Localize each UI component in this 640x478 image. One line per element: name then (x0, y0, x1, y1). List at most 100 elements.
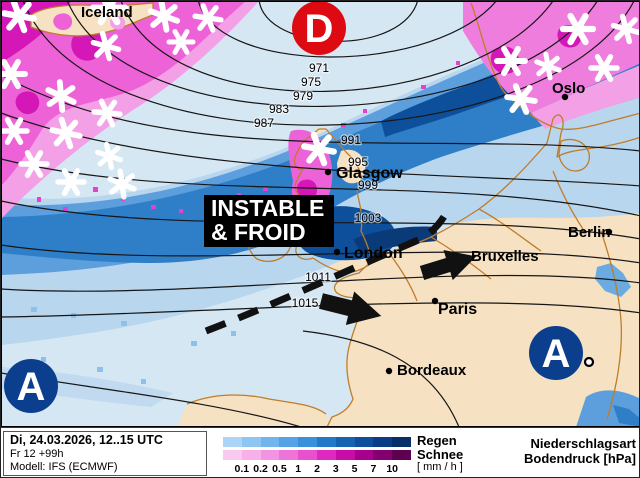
annotation-line2: & FROID (211, 219, 306, 245)
city-dot (324, 168, 332, 176)
snowflake-icon (1, 1, 37, 34)
colorbar-scale-values: 0.1 0.2 0.5 1 2 3 5 7 10 (223, 463, 411, 475)
snowflake-icon (89, 1, 129, 26)
rain-swatch (354, 437, 374, 447)
isobar-label: 979 (293, 89, 313, 103)
city-name: London (344, 245, 403, 262)
scale-value: 1 (295, 463, 302, 475)
city-name: Bordeaux (397, 362, 467, 379)
city-name: Paris (438, 301, 477, 318)
snowflake-icon (95, 141, 123, 171)
scale-value: 10 (386, 463, 399, 475)
isobar-label: 999 (358, 178, 378, 192)
snowflake-icon (90, 30, 122, 62)
city-label-bordeaux: Bordeaux (385, 362, 467, 379)
flow-arrow-icon (419, 249, 477, 281)
colorbar-labels: Regen Schnee [ mm / h ] (417, 434, 463, 474)
rain-swatch (279, 437, 299, 447)
snow-label: Schnee (417, 446, 464, 462)
isobar-label: 987 (254, 116, 274, 130)
rain-swatch (335, 437, 355, 447)
snow-swatch (373, 450, 393, 460)
scale-value: 2 (314, 463, 320, 475)
rain-swatch (298, 437, 317, 447)
city-labels: Glasgow London Bruxelles Paris Bordeaux Berli… (81, 4, 613, 379)
rain-colorbar (223, 437, 411, 447)
snowflake-icon (1, 117, 30, 145)
annotation-box: INSTABLE & FROID (204, 195, 334, 247)
pressure-centers: D A A (4, 1, 583, 413)
snowflake-icon (559, 12, 597, 46)
snowflake-icon (18, 150, 50, 178)
snow-swatch (223, 450, 242, 460)
flow-arrow-icon (319, 291, 382, 325)
snowflake-icon (166, 29, 196, 55)
snow-colorbar (223, 450, 411, 460)
dashed-front-line (204, 206, 453, 335)
scale-value: 5 (351, 463, 358, 475)
scale-value: 0.5 (272, 463, 287, 475)
rain-swatch (260, 437, 280, 447)
city-name: Glasgow (336, 165, 403, 182)
model-name: Modell: IFS (ECMWF) (10, 461, 118, 473)
isobar-label: 1015 (292, 296, 319, 310)
snowflake-icon (610, 13, 639, 45)
city-marker-open (583, 356, 595, 368)
snow-swatch (241, 450, 261, 460)
legend-title-line1: Niederschlagsart (530, 436, 637, 451)
rain-swatch (392, 437, 411, 447)
isobar-label: 1003 (355, 211, 382, 225)
isobar-label: 995 (348, 155, 368, 169)
snow-swatch (260, 450, 280, 460)
city-label-glasgow: Glasgow (324, 165, 403, 182)
isobar-label: 971 (309, 61, 329, 75)
city-label-bruxelles: Bruxelles (471, 248, 539, 265)
city-dot (333, 248, 341, 256)
front-and-arrows (204, 206, 477, 335)
city-label-berlin: Berlin (568, 224, 613, 241)
snowflake-icon (45, 79, 77, 113)
snow-swatch (316, 450, 336, 460)
city-label-paris: Paris (431, 297, 477, 318)
valid-datetime: Di, 24.03.2026, 12..15 UTC (10, 433, 163, 447)
snowflake-icon (588, 54, 620, 82)
rain-label: Regen (417, 433, 457, 448)
snowflake-icon (192, 3, 224, 33)
snowflake-icon (55, 168, 87, 196)
pressure-center-letter: D (305, 7, 334, 51)
snowflake-icon (301, 131, 337, 167)
snow-swatch (335, 450, 355, 460)
city-name: Oslo (552, 80, 585, 97)
scale-value: 7 (370, 463, 377, 475)
city-dot (561, 93, 569, 101)
city-dot (431, 297, 439, 305)
city-label-london: London (333, 245, 403, 262)
pressure-center-d: D (292, 1, 346, 55)
snow-swatch (279, 450, 299, 460)
pressure-center-a: A (529, 326, 583, 380)
isobar-label: 975 (301, 75, 321, 89)
precip-colorbars (223, 437, 411, 460)
snowflake-icon (49, 116, 83, 150)
city-label-oslo: Oslo (552, 80, 585, 101)
map-frame (1, 1, 639, 427)
scale-value: 0.1 (234, 463, 250, 475)
city-name: Bruxelles (471, 248, 539, 265)
scale-value: 0.2 (253, 463, 268, 475)
snow-swatch (354, 450, 374, 460)
rain-swatch (316, 437, 336, 447)
snowflake-icon (147, 1, 181, 33)
rain-swatch (241, 437, 261, 447)
snow-swatch (298, 450, 317, 460)
run-info-box: Di, 24.03.2026, 12..15 UTC Fr 12 +99h Mo… (3, 431, 207, 476)
isobar-label: 991 (341, 133, 361, 147)
rain-swatch (223, 437, 242, 447)
model-run: Fr 12 +99h (10, 448, 64, 460)
snowflake-icon (91, 98, 123, 128)
scale-value: 3 (332, 463, 339, 475)
snow-symbols (1, 1, 639, 200)
city-name: Iceland (81, 4, 133, 21)
